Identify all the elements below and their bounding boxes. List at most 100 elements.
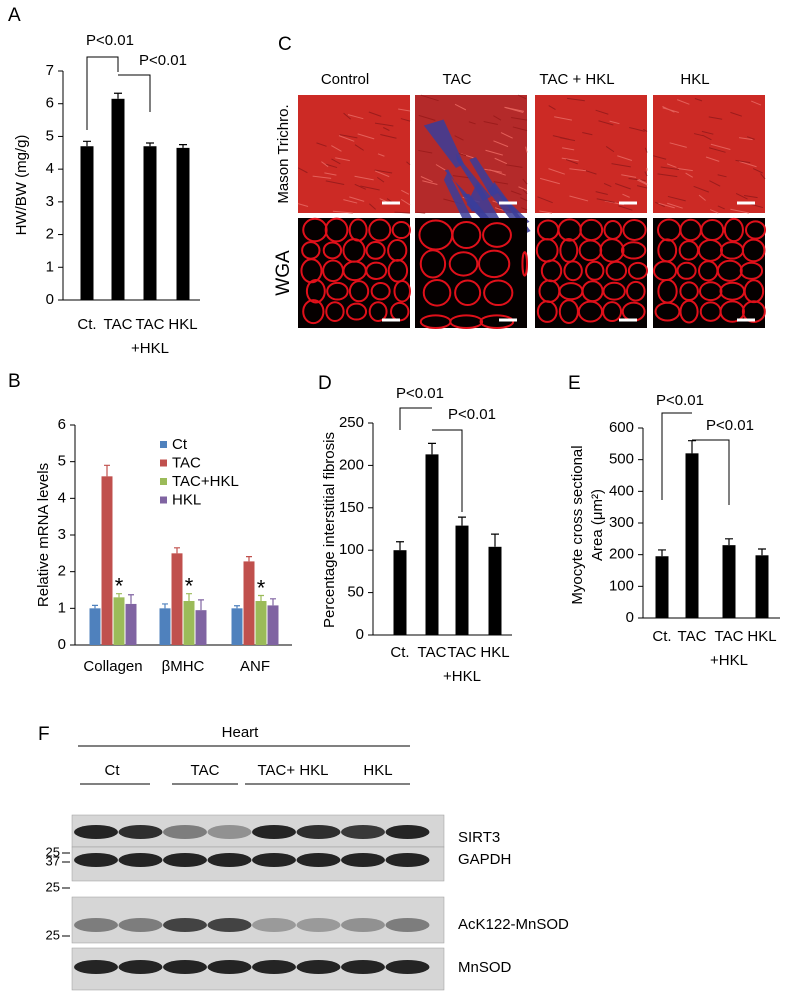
x-tick-label: TAC +HKL: [710, 628, 748, 669]
panel-label: A: [8, 5, 21, 26]
tissue-texture: [520, 197, 528, 202]
tissue-texture: [730, 208, 749, 214]
significance-bracket: [661, 412, 692, 500]
column-label: TAC + HKL: [539, 71, 614, 88]
tissue-texture: [343, 199, 358, 204]
panel-label: F: [38, 724, 50, 745]
tissue-texture: [611, 163, 631, 168]
blot-band: [163, 918, 207, 932]
tissue-texture: [522, 189, 528, 195]
cell-membrane: [625, 280, 646, 302]
tissue-texture: [657, 173, 678, 178]
legend-label: HKL: [172, 491, 201, 508]
tissue-texture: [621, 174, 637, 178]
tissue-texture: [522, 178, 528, 185]
tissue-texture: [325, 163, 338, 169]
legend-swatch: [160, 478, 167, 485]
tissue-texture: [667, 195, 686, 202]
significance-bracket: [399, 407, 432, 430]
y-tick-label: 100: [339, 541, 364, 558]
blot-band: [296, 825, 341, 839]
significance-bracket: [118, 74, 151, 112]
annotation: *: [257, 575, 266, 600]
blot-band: [207, 825, 252, 839]
blot-band: [118, 825, 163, 839]
legend-swatch: [160, 441, 167, 448]
blot-band: [385, 960, 430, 974]
tissue-texture: [525, 146, 528, 153]
blot-band: [385, 825, 430, 839]
fibrosis: [455, 153, 491, 201]
tissue-texture: [316, 142, 327, 147]
error-bar: [458, 516, 466, 526]
tissue-texture: [658, 202, 675, 209]
bar: [655, 556, 669, 618]
error-bar: [428, 442, 436, 455]
bar: [393, 550, 407, 635]
y-tick-label: 250: [339, 414, 364, 431]
tissue-texture: [618, 205, 633, 211]
tissue-texture: [735, 193, 748, 200]
error-bar: [116, 593, 122, 598]
blot-band: [74, 853, 118, 867]
annotation: P<0.01: [448, 406, 496, 423]
error-bar: [174, 547, 180, 554]
error-bar: [270, 598, 276, 606]
cell-membrane: [723, 217, 744, 243]
tissue-texture: [735, 159, 751, 164]
cell-membrane: [326, 281, 349, 301]
blot-band: [118, 853, 163, 867]
tissue-texture: [338, 135, 355, 142]
tissue-texture: [693, 133, 704, 137]
tissue-texture: [636, 185, 648, 189]
annotation: P<0.01: [396, 385, 444, 402]
significance-bracket: [432, 429, 463, 512]
tissue-texture: [458, 152, 467, 157]
bar: [722, 545, 736, 618]
tissue-texture: [739, 160, 757, 168]
blot-band: [341, 853, 385, 867]
tissue-texture: [644, 147, 648, 153]
blot-band: [163, 960, 207, 974]
tissue-texture: [660, 166, 680, 171]
cell-membrane: [454, 279, 482, 307]
tissue-texture: [454, 103, 467, 111]
cell-membrane: [302, 299, 325, 325]
tissue-texture: [653, 155, 667, 160]
micrograph: [535, 95, 647, 213]
legend-label: TAC+HKL: [172, 473, 239, 490]
x-tick-label: Ct.: [77, 316, 96, 333]
blot-band: [74, 918, 118, 932]
x-tick-label: TAC +HKL: [131, 316, 169, 357]
bar: [113, 597, 125, 645]
tissue-texture: [347, 114, 364, 120]
cell-membrane: [483, 279, 514, 307]
bar: [101, 476, 113, 645]
micrograph: [653, 218, 765, 328]
tissue-texture: [500, 132, 513, 139]
bar: [176, 147, 190, 300]
tissue-texture: [401, 189, 410, 195]
tissue-texture: [548, 168, 565, 175]
tissue-texture: [710, 143, 731, 150]
blot-band: [296, 960, 341, 974]
bar: [425, 454, 439, 635]
y-tick-label: 4: [46, 160, 54, 177]
tissue-texture: [518, 186, 528, 191]
blot-band: [296, 853, 341, 867]
tissue-texture: [559, 137, 576, 142]
bar: [488, 546, 502, 635]
blot-band: [341, 918, 385, 932]
tissue-texture: [717, 205, 725, 210]
tissue-texture: [335, 157, 350, 162]
tissue-texture: [595, 109, 609, 115]
x-tick-label: TAC: [104, 316, 133, 333]
cell-membrane: [393, 279, 411, 303]
cell-membrane: [536, 300, 558, 323]
bar: [183, 601, 195, 645]
bar: [195, 610, 207, 645]
cell-membrane: [368, 218, 392, 242]
bar: [111, 98, 125, 300]
tissue-texture: [667, 202, 683, 209]
cell-membrane: [391, 220, 411, 240]
